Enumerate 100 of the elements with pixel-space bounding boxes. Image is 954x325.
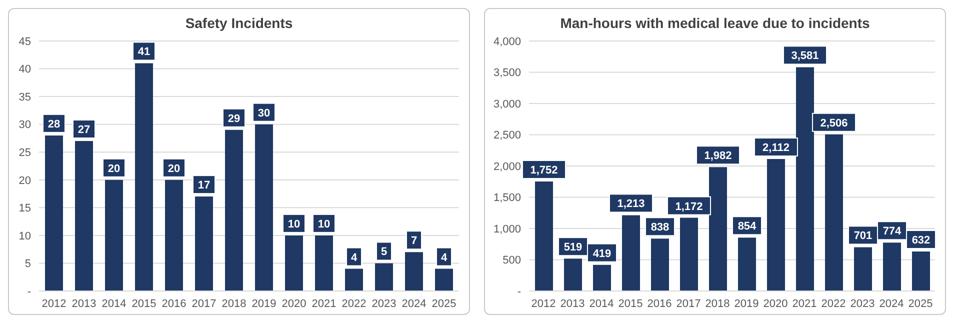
x-tick-label: 2013 xyxy=(560,298,585,310)
x-tick-label: 2025 xyxy=(908,298,933,310)
data-label: 20 xyxy=(108,162,120,175)
x-tick-label: 2013 xyxy=(72,298,96,310)
chart-title: Safety Incidents xyxy=(184,15,294,33)
x-tick-label: 2015 xyxy=(618,298,643,310)
data-label: 519 xyxy=(564,242,582,254)
data-label: 3,581 xyxy=(791,50,819,62)
bar xyxy=(435,268,453,291)
y-tick-label: 20 xyxy=(18,174,31,187)
bar xyxy=(651,238,669,291)
x-tick-label: 2025 xyxy=(432,298,456,310)
bar xyxy=(105,180,123,291)
data-label: 2,506 xyxy=(820,117,848,130)
data-label: 28 xyxy=(48,118,60,130)
x-tick-label: 2020 xyxy=(282,298,306,310)
data-label: 838 xyxy=(650,222,670,234)
x-tick-label: 2018 xyxy=(222,298,246,310)
bar xyxy=(405,252,423,291)
y-tick-label: 3,500 xyxy=(493,67,521,80)
data-label: 701 xyxy=(854,230,872,242)
x-tick-label: 2023 xyxy=(372,298,396,310)
bar xyxy=(135,63,153,291)
x-tick-label: 2018 xyxy=(705,298,730,310)
data-label: 29 xyxy=(228,112,240,125)
y-tick-label: 15 xyxy=(18,202,31,215)
bar xyxy=(883,242,901,291)
y-tick-label: 1,000 xyxy=(493,223,521,236)
bar xyxy=(375,263,393,291)
bar xyxy=(767,159,785,291)
data-label: 17 xyxy=(198,180,210,192)
data-label: 4 xyxy=(440,252,448,264)
x-tick-label: 2019 xyxy=(734,298,759,310)
x-tick-label: 2023 xyxy=(850,298,875,310)
x-tick-label: 2016 xyxy=(647,298,672,310)
bar xyxy=(738,238,756,291)
x-tick-label: 2014 xyxy=(102,298,126,310)
data-label: 1,982 xyxy=(704,150,732,162)
data-label: 7 xyxy=(410,235,418,248)
bar xyxy=(345,268,363,291)
x-tick-label: 2017 xyxy=(676,298,701,310)
data-label: 419 xyxy=(592,248,612,260)
bar xyxy=(75,141,93,291)
bar xyxy=(225,130,243,291)
bar xyxy=(854,247,872,291)
bar xyxy=(195,196,213,291)
data-label: 632 xyxy=(912,234,930,246)
x-tick-label: 2015 xyxy=(132,298,156,310)
x-tick-label: 2024 xyxy=(879,298,904,310)
bar xyxy=(912,252,930,291)
x-tick-label: 2021 xyxy=(792,298,817,310)
x-tick-label: 2012 xyxy=(531,298,556,310)
data-label: 1,752 xyxy=(530,164,558,176)
y-tick-label: 45 xyxy=(18,36,31,48)
y-tick-label: 30 xyxy=(18,119,31,132)
y-tick-label: 2,000 xyxy=(493,160,521,173)
y-tick-label: 10 xyxy=(18,230,31,242)
bar xyxy=(622,215,640,291)
bar xyxy=(564,258,582,291)
data-label: 2,112 xyxy=(762,142,790,154)
y-tick-label: 35 xyxy=(18,91,31,104)
data-label: 27 xyxy=(78,124,90,136)
bar xyxy=(255,124,273,291)
y-tick-label: 3,000 xyxy=(493,98,521,110)
data-label: 854 xyxy=(738,220,758,233)
bar xyxy=(825,134,843,291)
data-label: 5 xyxy=(380,246,388,258)
bar xyxy=(165,180,183,291)
y-tick-label: 500 xyxy=(502,254,521,267)
x-tick-label: 2024 xyxy=(402,298,426,310)
data-label: 30 xyxy=(258,107,270,120)
data-label: 4 xyxy=(350,252,358,264)
x-tick-label: 2019 xyxy=(252,298,276,310)
data-label: 1,213 xyxy=(617,198,645,210)
y-tick-label: 1,500 xyxy=(493,192,521,204)
bar xyxy=(45,135,63,291)
bar xyxy=(593,264,611,291)
data-label: 774 xyxy=(882,226,902,238)
y-tick-label: 2,500 xyxy=(493,130,521,142)
y-tick-label: 25 xyxy=(18,147,31,160)
data-label: 10 xyxy=(318,218,330,230)
x-tick-label: 2012 xyxy=(42,298,66,310)
y-tick-label: 4,000 xyxy=(493,36,521,48)
y-tick-label: 40 xyxy=(18,64,31,76)
x-tick-label: 2017 xyxy=(192,298,216,310)
bar xyxy=(315,235,333,291)
x-tick-label: 2014 xyxy=(589,298,614,310)
x-tick-label: 2021 xyxy=(312,298,336,310)
data-label: 20 xyxy=(168,162,180,175)
bar xyxy=(285,235,303,291)
bar xyxy=(680,218,698,291)
x-tick-label: 2020 xyxy=(763,298,788,310)
data-label: 41 xyxy=(138,46,150,58)
bar xyxy=(535,182,553,291)
x-tick-label: 2016 xyxy=(162,298,186,310)
y-tick-label: 5 xyxy=(24,258,31,270)
chart-title: Man-hours with medical leave due to incidents xyxy=(559,15,871,33)
y-tick-label: - xyxy=(517,286,522,298)
x-tick-label: 2022 xyxy=(821,298,846,310)
data-label: 1,172 xyxy=(675,200,703,213)
